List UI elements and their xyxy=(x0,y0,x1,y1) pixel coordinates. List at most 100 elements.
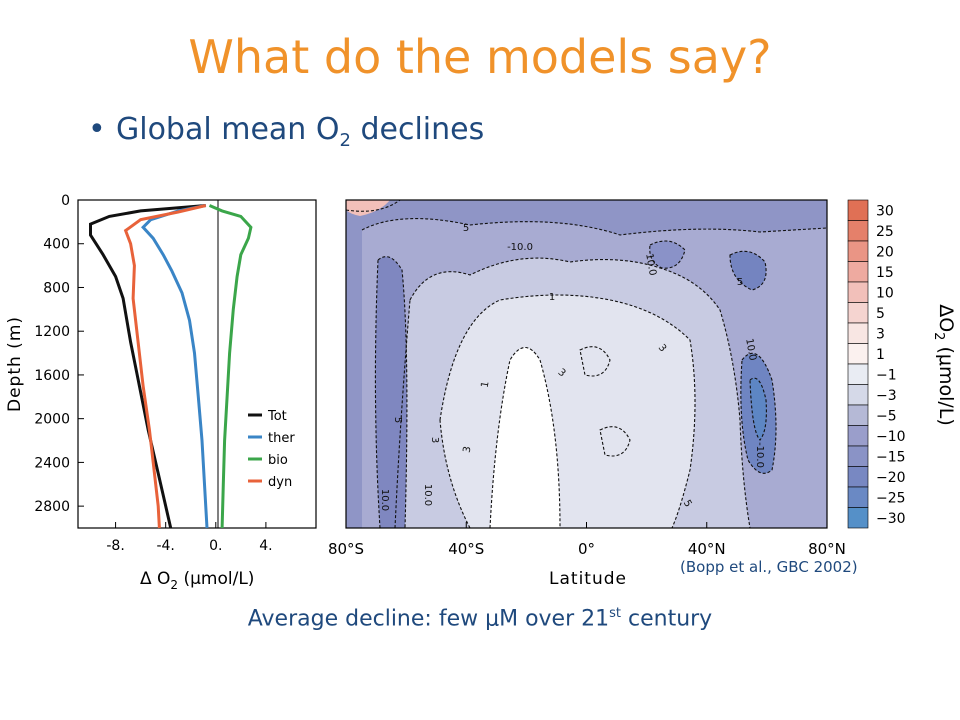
colorbar-tick-label: 30 xyxy=(876,203,894,219)
contour-label: 10.0 xyxy=(643,253,658,277)
colorbar-tick-label: 10 xyxy=(876,285,894,301)
colorbar-cell xyxy=(847,384,869,406)
profile-y-tick-label: 2800 xyxy=(34,499,70,515)
contour-label: 1 xyxy=(549,292,555,303)
profile-x-ticks: -8. -4. 0. 4. xyxy=(106,522,273,554)
colorbar-cell xyxy=(847,322,869,344)
contour-label: 5 xyxy=(463,223,469,234)
profile-plot-frame xyxy=(77,199,317,529)
profile-x-tick-label: -4. xyxy=(156,538,174,554)
map-region-1 xyxy=(440,295,695,528)
profile-line-dyn xyxy=(123,204,207,529)
map-region-20 xyxy=(750,378,767,440)
caption-mu: μ xyxy=(485,606,500,632)
legend-label-ther: ther xyxy=(268,431,295,446)
colorbar-cell xyxy=(847,404,869,426)
contour-label: 3 xyxy=(429,437,440,443)
colorbar-cell xyxy=(847,466,869,488)
bullet-dot: • xyxy=(88,112,106,147)
profile-y-tick-label: 1600 xyxy=(34,368,70,384)
profile-line-ther xyxy=(141,204,209,529)
legend-label-bio: bio xyxy=(268,453,288,468)
colorbar-tick-label: −25 xyxy=(876,490,906,506)
colorbar-tick-label: 3 xyxy=(876,326,885,342)
citation: (Bopp et al., GBC 2002) xyxy=(680,558,858,576)
colorbar-cell xyxy=(847,363,869,385)
map-x-label: Latitude xyxy=(549,569,627,589)
profile-lines xyxy=(89,204,253,529)
colorbar-cell xyxy=(847,240,869,262)
profile-y-tick-label: 2000 xyxy=(34,412,70,428)
contour-label: -10.0 xyxy=(754,442,765,468)
contour-label: 5 xyxy=(681,498,694,509)
contour-label: 3 xyxy=(656,342,669,354)
colorbar-cell xyxy=(847,486,869,508)
map-contour-labels: -10.0 10.0 10.0 10.0 10.0 3 3 3 3 5 5 5 5 1 1 -10.0 xyxy=(379,223,765,511)
contour-label: 10.0 xyxy=(379,489,390,511)
colorbar-cell xyxy=(847,199,869,221)
map-x-tick-label: 40°N xyxy=(688,540,726,558)
colorbar-tick-label: 5 xyxy=(876,306,885,322)
profile-line-bio xyxy=(208,204,253,529)
colorbar-tick-label: 25 xyxy=(876,224,894,240)
map-x-ticks: 80°S 40°S 0° 40°N 80°N xyxy=(328,522,846,558)
colorbar-tick-label: 20 xyxy=(876,244,894,260)
map-regions xyxy=(346,200,827,528)
contour-label: 3 xyxy=(462,445,474,453)
legend-label-Tot: Tot xyxy=(267,409,287,424)
colorbar-cell xyxy=(847,343,869,365)
contour-label: 1 xyxy=(480,380,492,388)
map-x-tick-label: 40°S xyxy=(448,540,484,558)
profile-x-tick-label: 0. xyxy=(209,538,222,554)
contour-label: 10.0 xyxy=(422,484,433,506)
colorbar-tick-label: −15 xyxy=(876,449,906,465)
profile-y-tick-label: 0 xyxy=(61,193,70,209)
colorbar-tick-label: 15 xyxy=(876,265,894,281)
profile-x-label: Δ O2 (μmol/L) xyxy=(140,569,254,592)
profile-plot: 0 400 800 1200 1600 2000 2400 2800 -8. -4. 0. 4. T… xyxy=(5,193,317,592)
colorbar-tick-label: 1 xyxy=(876,347,885,363)
colorbar-cell xyxy=(847,445,869,467)
map-x-tick-label: 80°N xyxy=(808,540,846,558)
contour-label: -10.0 xyxy=(507,242,533,253)
contour-label: 5 xyxy=(737,277,743,288)
colorbar-tick-label: −10 xyxy=(876,429,906,445)
map-x-tick-label: 0° xyxy=(578,540,595,558)
profile-legend: Tot ther bio dyn xyxy=(248,409,295,490)
contour-label: 5 xyxy=(392,417,403,423)
bullet-text-suffix: declines xyxy=(350,112,485,147)
colorbar-tick-label: −20 xyxy=(876,470,906,486)
slide-title: What do the models say? xyxy=(188,30,772,84)
colorbar-tick-label: −30 xyxy=(876,511,906,527)
caption-superscript: st xyxy=(609,606,621,621)
map-region-north xyxy=(730,251,767,290)
colorbar-label: ΔO2 (μmol/L) xyxy=(931,304,957,426)
profile-y-tick-label: 400 xyxy=(43,237,70,253)
map-region-zero xyxy=(490,347,560,528)
profile-x-tick-label: -8. xyxy=(106,538,124,554)
latitude-depth-map: -10.0 10.0 10.0 10.0 10.0 3 3 3 3 5 5 5 5 1 1 -10.0 80°… xyxy=(328,199,846,589)
colorbar-cell xyxy=(847,220,869,242)
colorbar-tick-label: −1 xyxy=(876,367,897,383)
map-region-positive xyxy=(346,200,390,216)
profile-x-tick-label: 4. xyxy=(259,538,272,554)
profile-y-ticks: 0 400 800 1200 1600 2000 2400 2800 xyxy=(34,193,84,515)
bullet-subscript: 2 xyxy=(339,130,351,151)
profile-y-tick-label: 2400 xyxy=(34,455,70,471)
profile-y-label: Depth (m) xyxy=(5,316,25,412)
map-region-mid xyxy=(649,241,685,269)
profile-line-Tot xyxy=(89,204,206,529)
caption-mid: M over 21 xyxy=(499,606,610,632)
colorbar-cell xyxy=(847,281,869,303)
contour-label: 10.0 xyxy=(743,338,758,362)
map-contours xyxy=(346,200,827,528)
colorbar-cell xyxy=(847,425,869,447)
colorbar-cell xyxy=(847,261,869,283)
colorbar-cell xyxy=(847,507,869,529)
colorbar-tick-label: −5 xyxy=(876,408,897,424)
caption: Average decline: few μM over 21st centur… xyxy=(0,606,960,631)
contour-label: 3 xyxy=(556,367,568,380)
profile-y-tick-label: 800 xyxy=(43,280,70,296)
colorbar-cell xyxy=(847,302,869,324)
